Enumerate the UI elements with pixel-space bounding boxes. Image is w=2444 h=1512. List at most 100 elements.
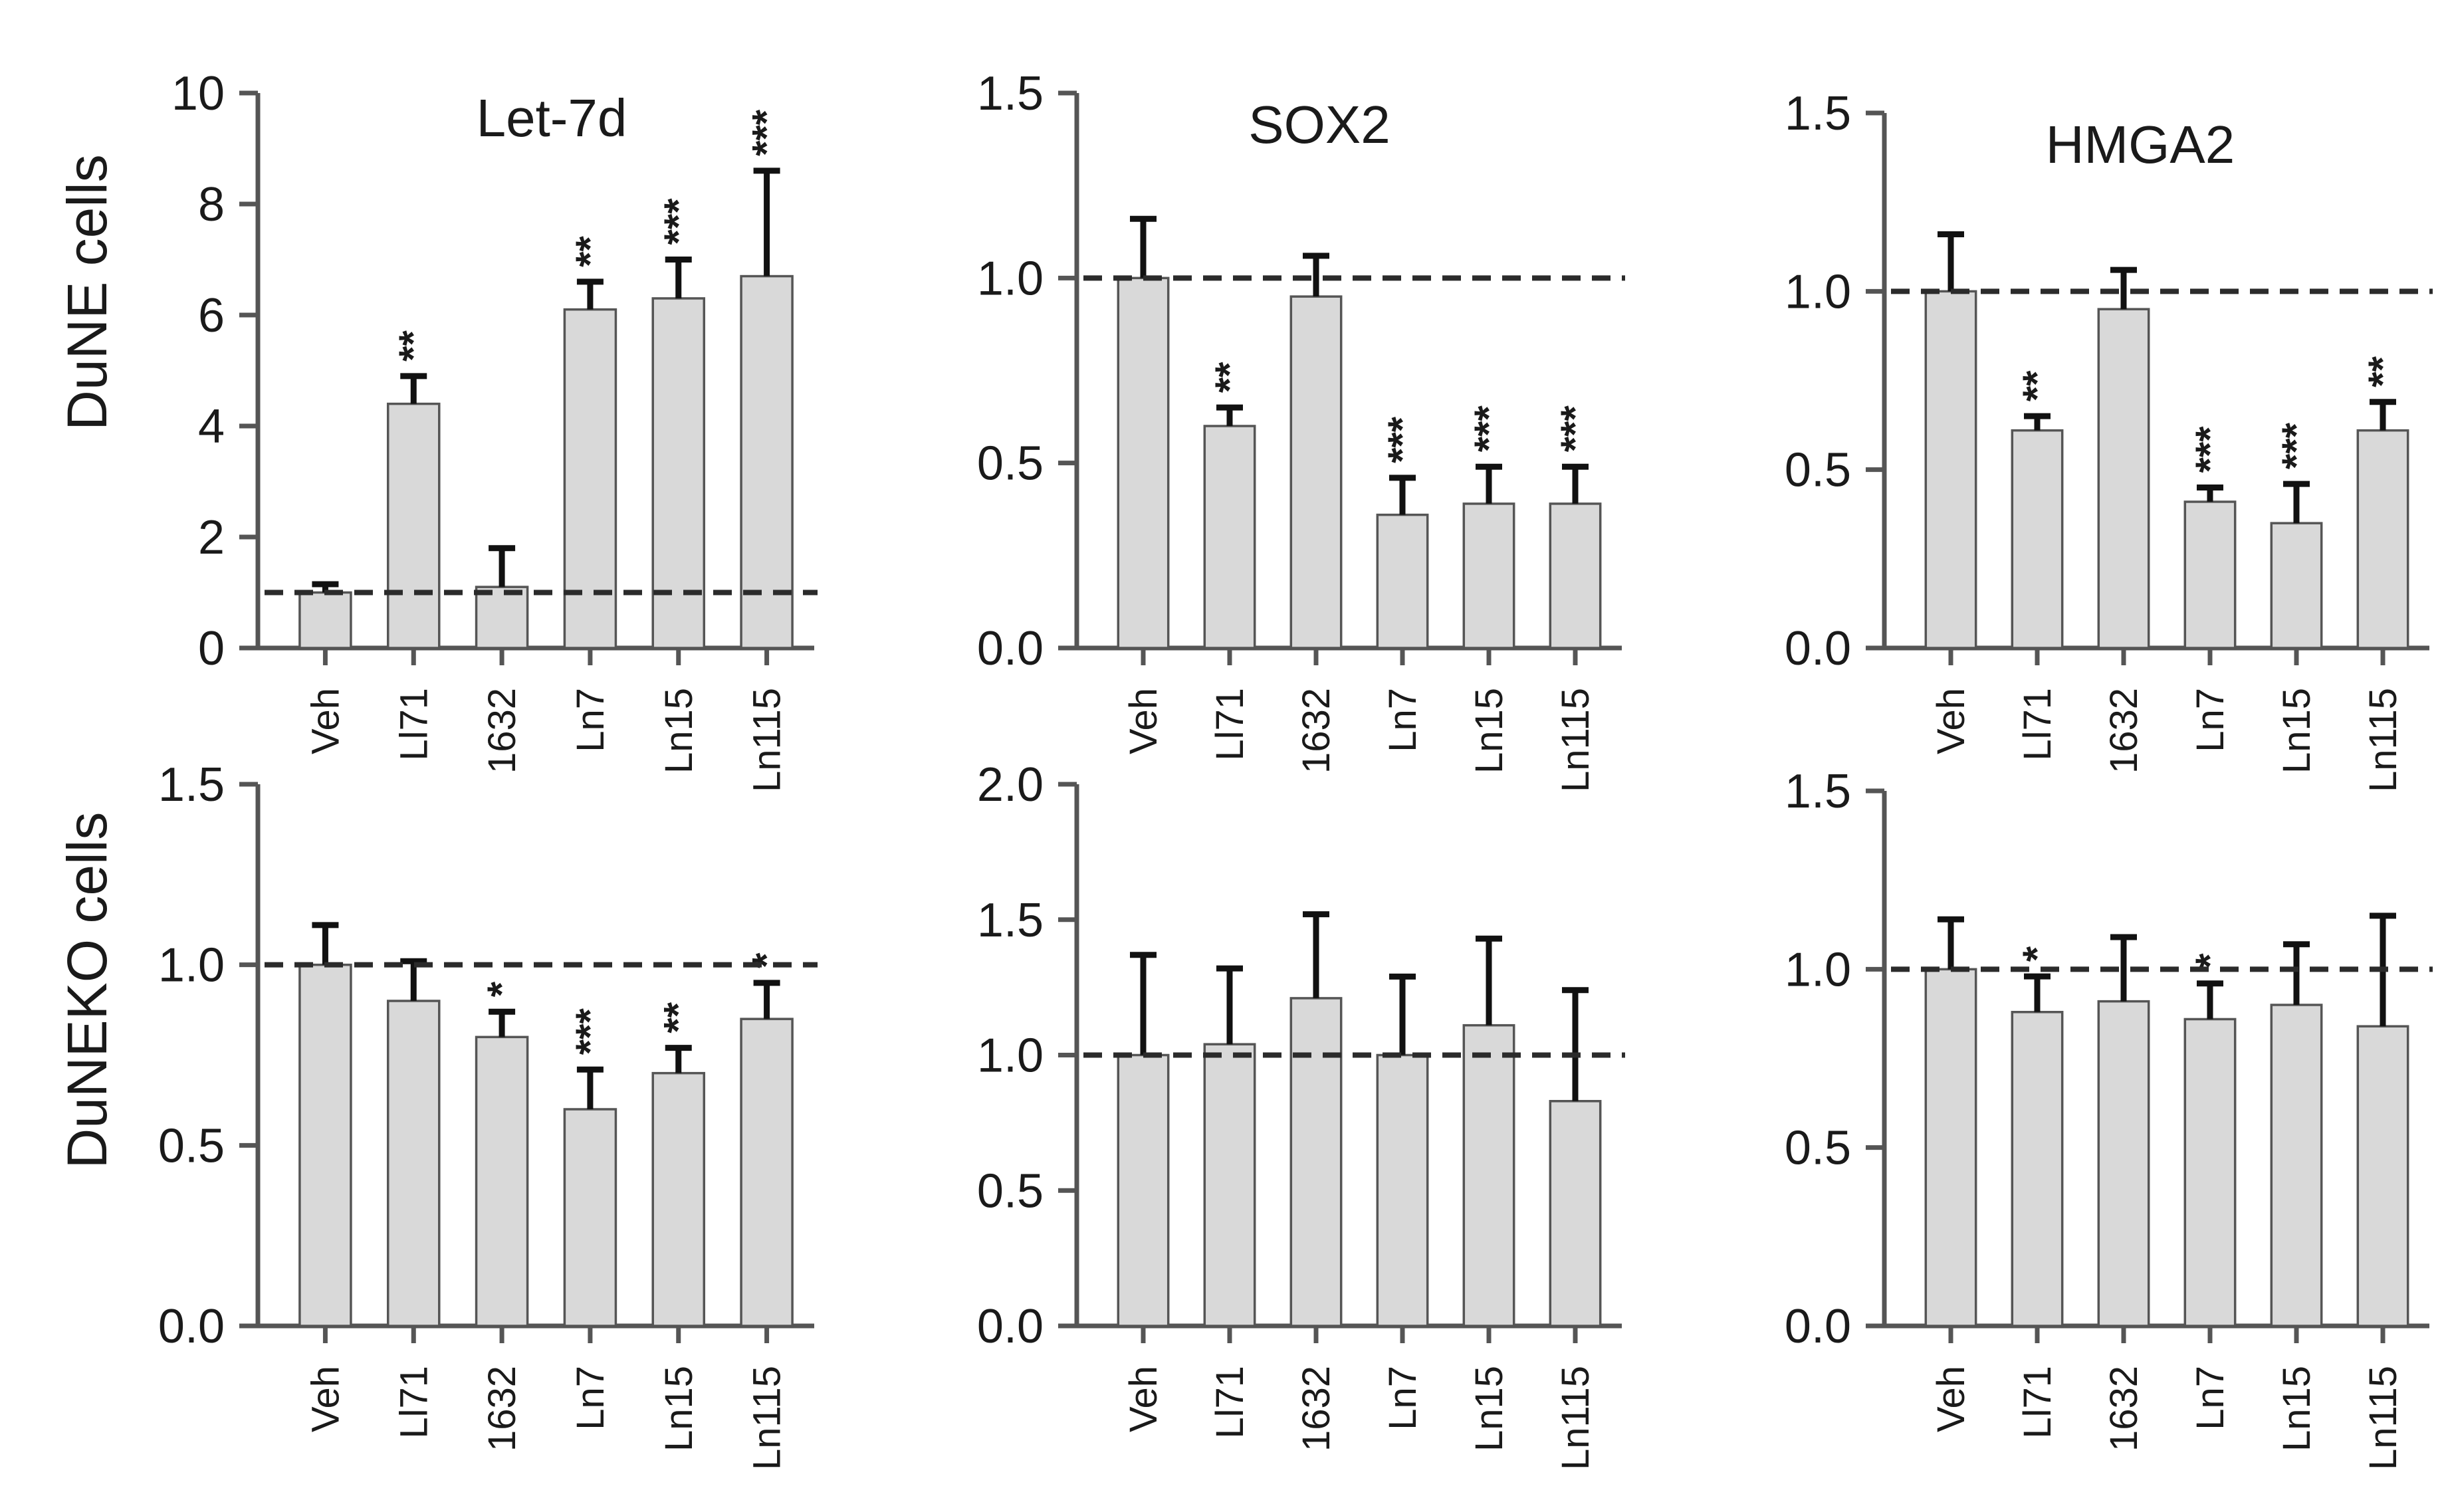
- bar: [1462, 1024, 1515, 1327]
- x-tick-label: Ln7: [569, 688, 612, 752]
- bar: [1289, 295, 1343, 649]
- x-tick-label: Ln115: [2362, 688, 2405, 792]
- y-tick-label: 4: [198, 400, 225, 453]
- x-tick-label: Veh: [1930, 688, 1973, 754]
- chart-panel: 0.0 0.5 1.0 1.5 Veh Ll71 * 1632 Ln7 * Ln15 Ln115: [1785, 765, 2433, 1470]
- x-tick-label: Ln7: [2189, 688, 2232, 752]
- x-tick-label: Ln7: [1381, 688, 1424, 752]
- bar: [475, 586, 529, 649]
- bar: [1924, 968, 1977, 1327]
- significance-label: *: [2015, 946, 2059, 962]
- x-tick-label: Ln15: [657, 1366, 701, 1452]
- chart-panel: 0.0 0.5 1.0 1.5 Veh Ll71 ** 1632 Ln7 *** Ln15 *** Ln…: [977, 67, 1625, 792]
- y-tick-label: 1.5: [977, 894, 1044, 947]
- bar: [2183, 500, 2237, 649]
- y-tick-label: 1.0: [158, 939, 225, 992]
- x-tick-label: Ll71: [392, 1366, 435, 1439]
- y-tick-label: 1.0: [977, 252, 1044, 305]
- x-tick-label: Ln15: [657, 688, 701, 774]
- bar: [1924, 290, 1977, 649]
- x-tick-label: 1632: [2102, 1366, 2146, 1452]
- y-tick-label: 0.0: [1785, 1300, 1851, 1353]
- x-tick-label: Veh: [1122, 688, 1165, 754]
- bar: [2183, 1018, 2237, 1327]
- y-tick-label: 10: [171, 67, 225, 120]
- bar: [1549, 1100, 1602, 1327]
- x-tick-label: Ln15: [1468, 688, 1511, 774]
- x-tick-label: Ln15: [2275, 688, 2318, 774]
- y-tick-label: 0.0: [158, 1300, 225, 1353]
- x-tick-label: Ln115: [2362, 1366, 2405, 1470]
- bar: [298, 591, 352, 649]
- row-label-dune: DuNE cells: [56, 154, 118, 430]
- y-tick-label: 1.5: [977, 67, 1044, 120]
- chart-panel: 0.0 0.5 1.0 1.5 Veh Ll71 ** 1632 Ln7 *** Ln15 *** Ln…: [1785, 87, 2433, 792]
- y-tick-label: 0: [198, 622, 225, 675]
- significance-label: ***: [2274, 422, 2318, 469]
- y-tick-label: 8: [198, 178, 225, 231]
- y-tick-label: 0.5: [158, 1119, 225, 1172]
- x-tick-label: Ln15: [1468, 1366, 1511, 1452]
- bar: [2356, 1025, 2409, 1327]
- bar: [651, 1071, 706, 1327]
- bar: [1289, 997, 1343, 1327]
- bar: [1203, 1043, 1256, 1327]
- y-tick-label: 0.0: [977, 1300, 1044, 1353]
- x-tick-label: Ln7: [2189, 1366, 2232, 1430]
- bar: [740, 1018, 794, 1327]
- x-tick-label: Ll71: [2016, 688, 2059, 761]
- chart-title: SOX2: [1248, 95, 1390, 154]
- bar: [386, 1000, 441, 1327]
- x-tick-label: 1632: [2102, 688, 2146, 774]
- y-tick-label: 2.0: [977, 758, 1044, 811]
- significance-label: ***: [2187, 426, 2232, 473]
- x-tick-label: Ll71: [392, 688, 435, 761]
- significance-label: **: [656, 1002, 701, 1033]
- y-tick-label: 0.5: [1785, 1122, 1851, 1175]
- y-tick-label: 1.0: [1785, 265, 1851, 318]
- bar: [651, 297, 706, 649]
- chart-title: HMGA2: [2046, 115, 2235, 174]
- x-tick-label: Veh: [304, 688, 347, 754]
- bar: [563, 1108, 617, 1327]
- bar: [298, 963, 352, 1327]
- x-tick-label: Ll71: [1208, 1366, 1252, 1439]
- x-tick-label: Ll71: [2016, 1366, 2059, 1439]
- significance-label: **: [2015, 370, 2059, 401]
- significance-label: ***: [568, 1008, 612, 1055]
- y-tick-label: 1.5: [1785, 765, 1851, 818]
- y-tick-label: 0.5: [977, 437, 1044, 490]
- bar: [475, 1035, 529, 1327]
- bar: [2270, 522, 2323, 649]
- significance-label: ***: [1553, 405, 1597, 453]
- significance-label: ***: [744, 109, 789, 156]
- x-tick-label: Ln15: [2275, 1366, 2318, 1452]
- chart-panel: 0.0 0.5 1.0 1.5 Veh Ll71 1632 * Ln7 *** Ln15 ** Ln11…: [158, 758, 818, 1470]
- y-tick-label: 1.0: [977, 1029, 1044, 1083]
- x-tick-label: 1632: [1295, 1366, 1338, 1452]
- bar: [2097, 1000, 2150, 1327]
- significance-label: ***: [1466, 405, 1511, 453]
- chart-panel: 0.0 0.5 1.0 1.5 2.0 Veh Ll71 1632 Ln7 Ln15 Ln115: [977, 758, 1625, 1470]
- y-tick-label: 0.0: [977, 622, 1044, 675]
- bar: [1203, 425, 1256, 649]
- bar: [2356, 429, 2409, 649]
- significance-label: **: [391, 330, 435, 362]
- bar: [563, 308, 617, 649]
- bar: [1376, 1053, 1429, 1327]
- x-tick-label: Ln115: [1554, 1366, 1597, 1470]
- bar: [2011, 429, 2064, 649]
- x-tick-label: 1632: [481, 688, 524, 774]
- significance-label: ***: [656, 198, 701, 245]
- significance-label: **: [1207, 362, 1252, 393]
- bar: [1376, 513, 1429, 649]
- x-tick-label: Ln115: [746, 688, 789, 792]
- significance-label: **: [2360, 356, 2405, 387]
- x-tick-label: Ln7: [1381, 1366, 1424, 1430]
- y-tick-label: 1.5: [158, 758, 225, 811]
- significance-label: ***: [1380, 416, 1424, 463]
- bar: [2097, 308, 2150, 649]
- x-tick-label: Veh: [1122, 1366, 1165, 1432]
